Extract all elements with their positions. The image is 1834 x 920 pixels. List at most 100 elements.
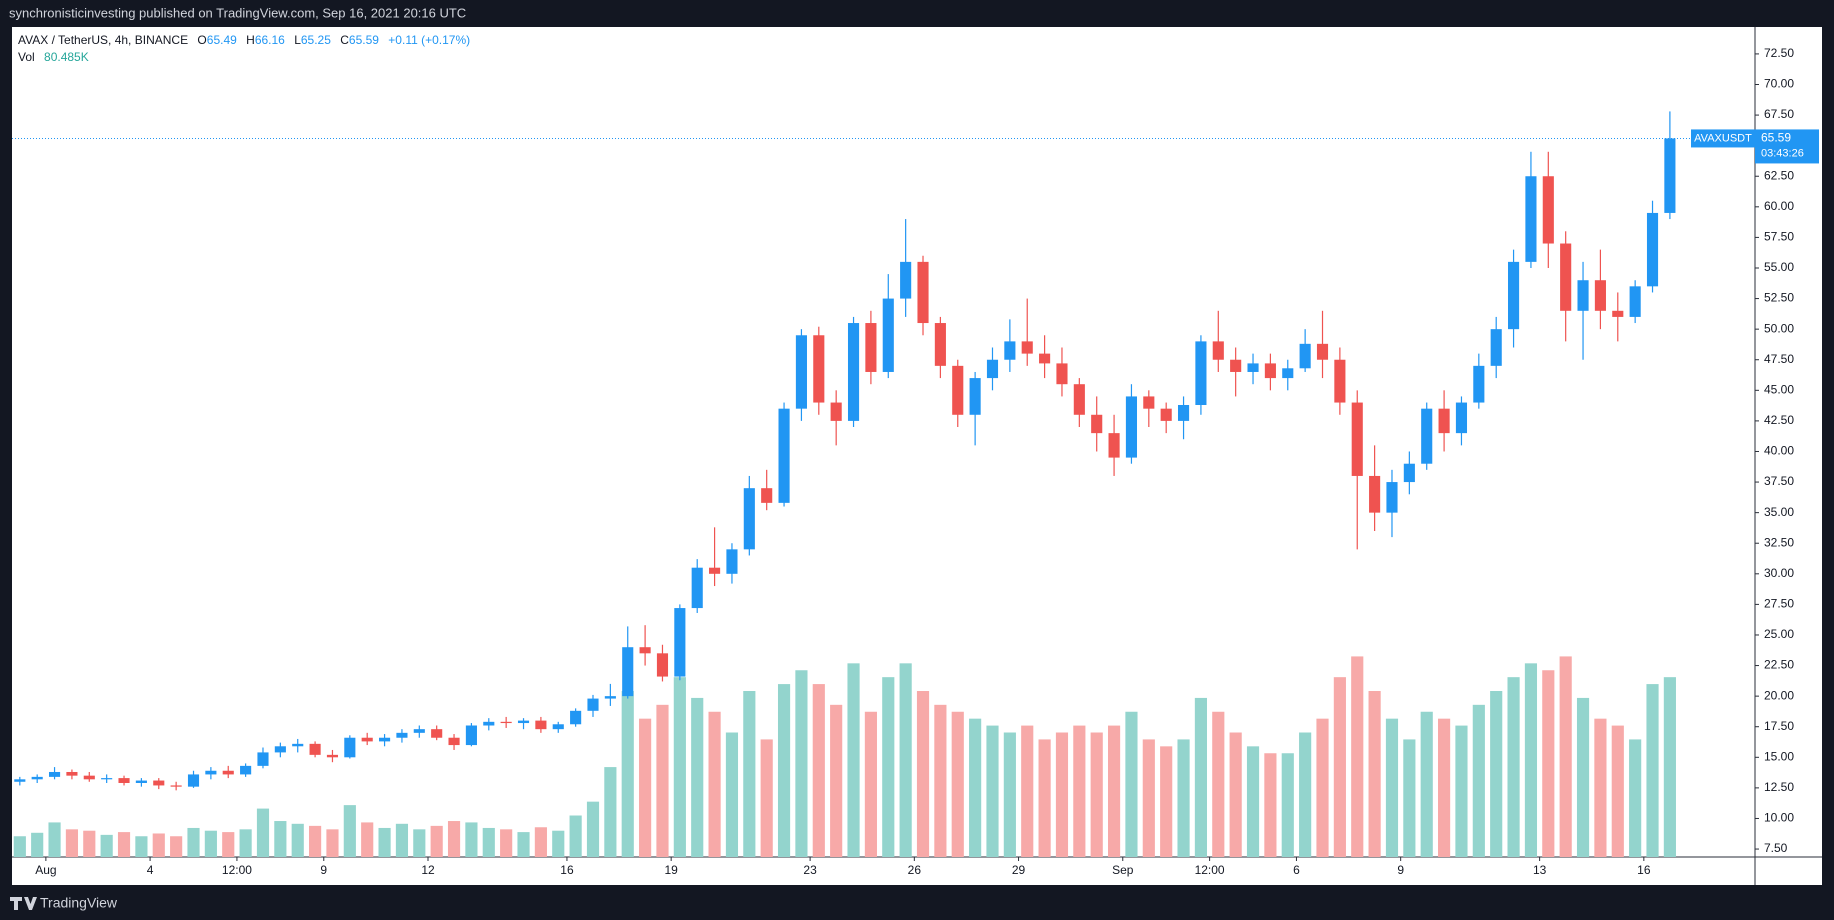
candle-body <box>31 776 43 780</box>
candle-body <box>361 737 373 742</box>
volume-bar <box>395 823 409 857</box>
candle-body <box>309 743 321 755</box>
candle-body <box>1160 408 1172 421</box>
logo: TradingView <box>10 895 118 911</box>
volume-bar <box>222 832 235 857</box>
x-tick-label: 9 <box>320 863 327 877</box>
candle-body <box>743 488 755 550</box>
volume-bar <box>708 711 721 857</box>
candle-body <box>1612 310 1624 317</box>
candle-body <box>1473 365 1485 403</box>
volume-bar <box>621 691 634 857</box>
x-tick-label: 29 <box>1012 863 1026 877</box>
candle-body <box>240 765 252 775</box>
candle-body <box>1247 363 1259 372</box>
volume-bar <box>343 805 356 857</box>
volume-bar <box>204 830 217 857</box>
volume-bar <box>1107 725 1121 857</box>
volume-bar <box>847 663 860 857</box>
candle-body <box>1021 341 1033 354</box>
candle-body <box>1369 475 1381 513</box>
candle-body <box>1177 404 1190 421</box>
volume-bar <box>1160 746 1173 857</box>
candle-body <box>222 770 234 775</box>
symbol-label: AVAXUSDT <box>1694 132 1752 144</box>
volume-bar <box>1142 739 1155 857</box>
candle-body <box>14 779 26 782</box>
legend-value: 65.59 <box>349 33 379 47</box>
volume-bar <box>639 718 652 857</box>
volume-bar <box>1177 739 1190 857</box>
volume-bar <box>899 663 912 857</box>
volume-bar <box>1246 746 1260 857</box>
candle-body <box>465 725 477 746</box>
volume-bar <box>830 704 843 857</box>
candle-body <box>1334 359 1346 403</box>
volume-bar <box>1212 711 1225 857</box>
volume-bar <box>1629 739 1642 857</box>
candle-body <box>1403 463 1415 483</box>
candle-body <box>431 729 443 738</box>
y-tick-label: 42.50 <box>1764 413 1794 427</box>
x-tick-label: 6 <box>1293 863 1300 877</box>
volume-bar <box>1281 753 1294 857</box>
candle-body <box>726 549 738 574</box>
x-tick-label: Aug <box>35 863 56 877</box>
candle-body <box>1594 280 1606 311</box>
volume-bar <box>413 829 426 857</box>
candle-body <box>1091 414 1103 434</box>
volume-bar <box>1316 718 1329 857</box>
volume-bar <box>378 827 391 857</box>
candle-body <box>1525 176 1537 262</box>
candle-body <box>448 737 460 746</box>
x-tick-label: 9 <box>1397 863 1404 877</box>
volume-bar <box>552 830 565 857</box>
candle-body <box>517 720 530 724</box>
y-tick-label: 60.00 <box>1764 199 1794 213</box>
plot <box>13 111 1676 857</box>
candle-body <box>795 335 807 409</box>
volume-bar <box>656 704 669 857</box>
volume-bar <box>170 836 183 857</box>
candle-body <box>1490 329 1502 366</box>
y-tick-label: 32.50 <box>1764 535 1794 549</box>
volume-bar <box>1646 684 1659 857</box>
candle-body <box>587 698 599 711</box>
volume-bar <box>1576 697 1590 857</box>
x-tick-label: Sep <box>1112 863 1134 877</box>
volume-bar <box>951 711 964 857</box>
volume-bar <box>934 704 947 857</box>
legend-label: C <box>340 33 349 47</box>
x-tick-label: 12:00 <box>222 863 252 877</box>
volume-bar <box>1524 663 1538 857</box>
candle-body <box>900 261 912 299</box>
candle-body <box>570 710 582 725</box>
candle-body <box>674 608 686 677</box>
overlay: 7.50 10.00 12.50 15.00 17.50 20.00 22.50 25.00 2… <box>12 46 1819 877</box>
y-tick-label: 47.50 <box>1764 352 1794 366</box>
volume-bar <box>969 718 982 857</box>
volume-legend: Vol 80.485K <box>18 50 89 64</box>
legend-label: H <box>246 33 255 47</box>
volume-bar <box>1594 718 1607 857</box>
volume-bar <box>187 827 200 857</box>
volume-bar <box>760 739 773 857</box>
volume-bar <box>31 832 44 857</box>
x-tick-label: 12 <box>421 863 435 877</box>
x-tick-label: 26 <box>908 863 922 877</box>
y-tick-label: 27.50 <box>1764 597 1794 611</box>
legend-value: 66.16 <box>255 33 285 47</box>
x-tick-label: 16 <box>1637 863 1651 877</box>
candle-body <box>917 261 929 324</box>
volume-bar <box>1368 691 1381 857</box>
volume-bar <box>482 827 495 857</box>
last-price-label: 65.59 <box>1761 131 1791 145</box>
candle-body <box>1039 353 1051 364</box>
volume-bar <box>1663 677 1676 857</box>
candle-body <box>153 780 165 786</box>
volume-bar <box>743 691 756 857</box>
candle-body <box>830 402 842 421</box>
y-tick-label: 20.00 <box>1764 688 1794 702</box>
candle-body <box>1073 384 1085 415</box>
